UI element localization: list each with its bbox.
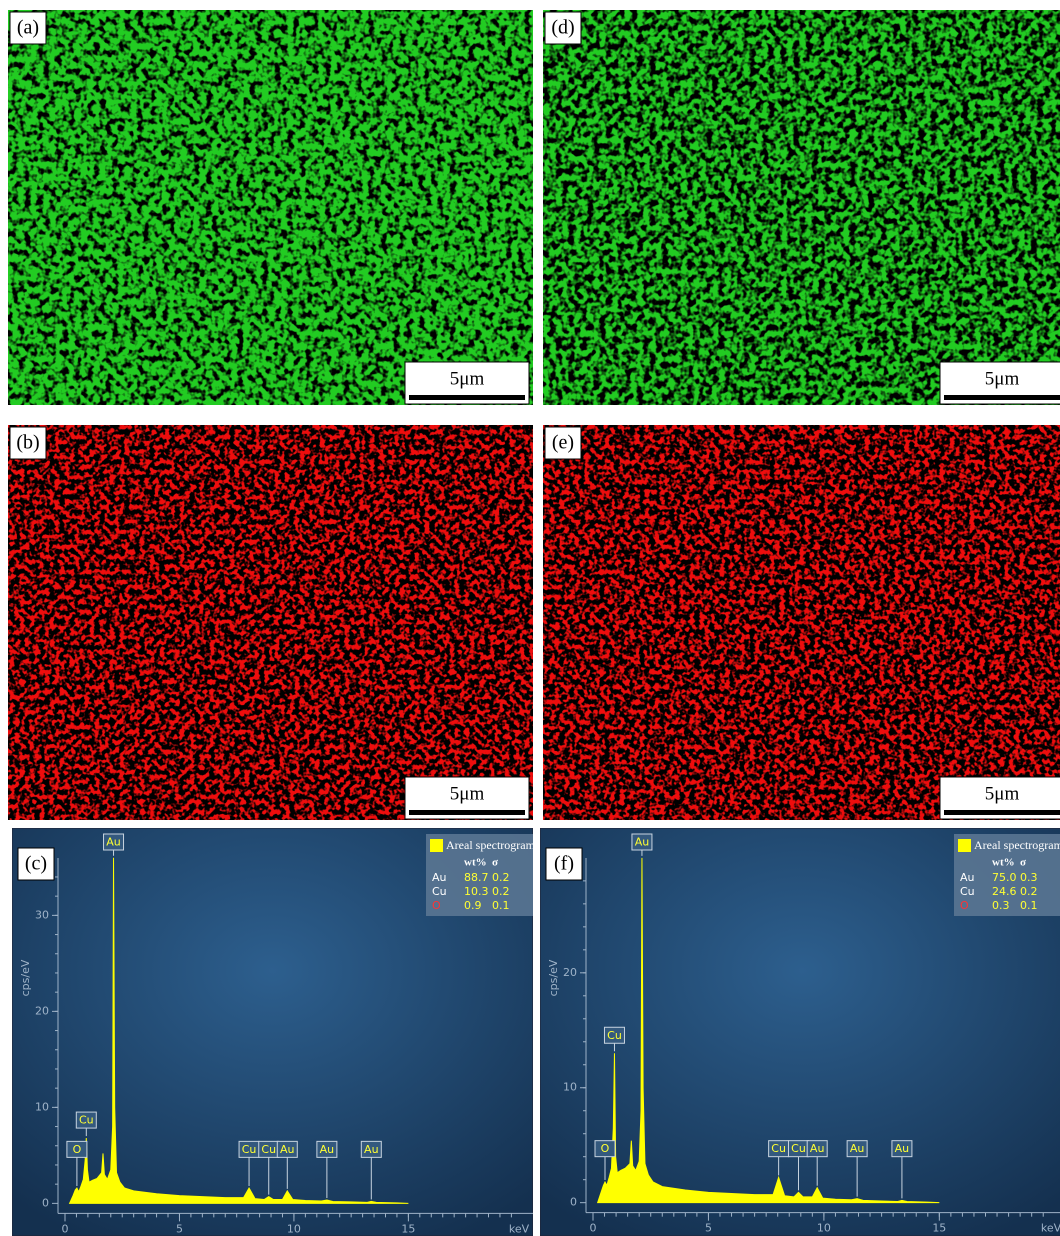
peak-label: Cu xyxy=(242,1143,257,1156)
scale-bar-label: 5μm xyxy=(450,368,485,389)
x-tick-label: 15 xyxy=(401,1222,415,1235)
y-tick-label: 0 xyxy=(570,1196,577,1209)
table-header: σ xyxy=(1020,857,1026,869)
y-tick-label: 10 xyxy=(563,1081,577,1094)
table-sigma: 0.2 xyxy=(492,885,510,898)
table-sigma: 0.3 xyxy=(1020,871,1038,884)
table-wt: 0.9 xyxy=(464,899,482,912)
y-tick-label: 0 xyxy=(42,1196,49,1209)
table-sigma: 0.1 xyxy=(492,899,510,912)
x-tick-label: 5 xyxy=(705,1222,712,1235)
peak-label: Au xyxy=(850,1142,865,1155)
table-element: O xyxy=(432,899,441,912)
legend-swatch xyxy=(958,839,971,852)
y-tick-label: 20 xyxy=(563,966,577,979)
table-element: Cu xyxy=(960,885,975,898)
panel-label: (c) xyxy=(25,853,47,875)
panel-label: (e) xyxy=(552,432,574,454)
scale-bar xyxy=(944,810,1060,815)
x-axis-unit: keV xyxy=(1041,1222,1060,1235)
peak-label: Au xyxy=(106,836,121,849)
panel-label: (a) xyxy=(17,17,39,39)
table-element: Au xyxy=(432,871,447,884)
peak-label: Cu xyxy=(607,1029,622,1042)
scale-bar xyxy=(409,395,525,400)
scale-bar-label: 5μm xyxy=(450,783,485,804)
panel-label: (f) xyxy=(554,853,574,875)
legend-swatch xyxy=(430,839,443,852)
peak-label: Au xyxy=(364,1143,379,1156)
peak-label: Au xyxy=(895,1142,910,1155)
x-tick-label: 5 xyxy=(176,1222,183,1235)
peak-label: Au xyxy=(810,1142,825,1155)
x-tick-label: 10 xyxy=(287,1222,301,1235)
table-header: wt% xyxy=(992,857,1015,869)
element-map xyxy=(8,10,533,405)
y-axis-label: cps/eV xyxy=(547,959,560,996)
peak-label: Cu xyxy=(771,1142,786,1155)
spectrum-panel: 01020cps/eV051015keVOCuAuCuCuAuAuAuAreal… xyxy=(540,828,1060,1236)
table-wt: 10.3 xyxy=(464,885,489,898)
peak-label: O xyxy=(601,1142,610,1155)
element-map xyxy=(8,425,533,820)
y-tick-label: 10 xyxy=(35,1100,49,1113)
x-axis-unit: keV xyxy=(509,1222,530,1235)
element-map xyxy=(543,10,1060,405)
x-tick-label: 0 xyxy=(62,1222,69,1235)
peak-label: Cu xyxy=(261,1143,276,1156)
x-tick-label: 0 xyxy=(590,1222,597,1235)
table-wt: 0.3 xyxy=(992,899,1010,912)
scale-bar xyxy=(409,810,525,815)
table-sigma: 0.2 xyxy=(1020,885,1038,898)
x-tick-label: 15 xyxy=(932,1222,946,1235)
scale-bar-label: 5μm xyxy=(985,783,1020,804)
panel-label: (b) xyxy=(16,432,39,454)
table-wt: 24.6 xyxy=(992,885,1017,898)
peak-label: Au xyxy=(635,836,650,849)
scale-bar-label: 5μm xyxy=(985,368,1020,389)
table-wt: 75.0 xyxy=(992,871,1017,884)
figure: (a) 5μm (d) 5μm (b) 5μm (e) 5μm 0 10 20 30 cps/eV 0 5 1… xyxy=(0,0,1060,1236)
table-element: O xyxy=(960,899,969,912)
y-tick-label: 30 xyxy=(35,908,49,921)
peak-label: Cu xyxy=(791,1142,806,1155)
legend-label: Areal spectrogram xyxy=(974,838,1060,852)
y-tick-label: 20 xyxy=(35,1004,49,1017)
table-header: σ xyxy=(492,857,498,869)
x-tick-label: 10 xyxy=(817,1222,831,1235)
scale-bar xyxy=(944,395,1060,400)
element-map xyxy=(543,425,1060,820)
peak-label: Au xyxy=(320,1143,335,1156)
table-element: Au xyxy=(960,871,975,884)
table-element: Cu xyxy=(432,885,447,898)
panel-label: (d) xyxy=(551,17,574,39)
peak-label: Au xyxy=(280,1143,295,1156)
peak-label: O xyxy=(73,1143,82,1156)
table-header: wt% xyxy=(464,857,487,869)
legend-label: Areal spectrogram xyxy=(446,838,536,852)
table-sigma: 0.2 xyxy=(492,871,510,884)
table-sigma: 0.1 xyxy=(1020,899,1038,912)
peak-label: Cu xyxy=(79,1114,94,1127)
y-axis-label: cps/eV xyxy=(19,959,32,996)
table-wt: 88.7 xyxy=(464,871,489,884)
